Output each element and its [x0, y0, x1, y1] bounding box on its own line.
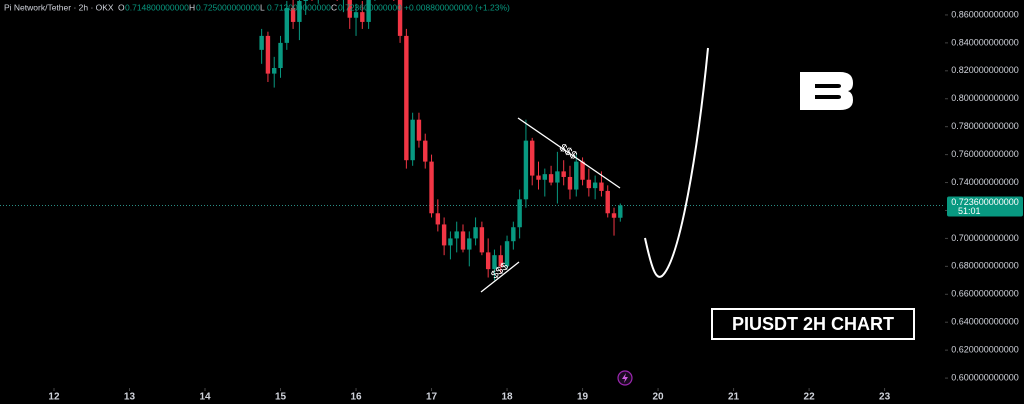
- y-tick-label: 0.800000000000: [951, 93, 1019, 103]
- ohlc-value: 0.712000000000: [267, 2, 331, 12]
- candle-body: [448, 238, 453, 246]
- x-tick-label: 22: [804, 392, 816, 403]
- candle-body: [592, 182, 598, 189]
- ohlc-value: 0.714800000000: [125, 2, 189, 12]
- y-tick-label: 0.700000000000: [951, 233, 1019, 243]
- change: +0.008800000000 (+1.23%): [404, 2, 510, 12]
- candle-body: [548, 174, 554, 183]
- ohlc-label: O: [118, 2, 125, 12]
- y-tick-label: 0.740000000000: [951, 177, 1019, 187]
- y-tick-label: 0.840000000000: [951, 37, 1019, 47]
- candle-body: [353, 12, 359, 18]
- y-tick-label: 0.600000000000: [951, 372, 1019, 382]
- candle-body: [272, 68, 277, 74]
- candle-body: [347, 0, 352, 18]
- candle-body: [290, 7, 296, 22]
- x-tick-label: 18: [501, 392, 513, 403]
- candle-body: [586, 179, 592, 189]
- candle-body: [574, 161, 579, 190]
- x-tick-label: 19: [577, 392, 589, 403]
- y-tick-label: 0.820000000000: [951, 65, 1019, 75]
- candle-body: [498, 255, 503, 267]
- event-icon-bolt: [622, 373, 628, 383]
- price-tag: [947, 196, 1023, 217]
- ohlc-label: C: [331, 2, 337, 12]
- y-tick-label: 0.620000000000: [951, 345, 1019, 355]
- candle-body: [504, 241, 510, 267]
- candle-body: [410, 119, 415, 161]
- candle-body: [542, 174, 548, 180]
- candle-body: [485, 252, 491, 270]
- projection-curve: [644, 47, 709, 278]
- candle-body: [618, 205, 623, 218]
- candle-body: [479, 227, 485, 253]
- candle-body: [366, 0, 371, 22]
- candle-body: [567, 176, 573, 190]
- x-tick-label: 15: [275, 392, 287, 403]
- ohlc-value: 0.725000000000: [196, 2, 260, 12]
- y-tick-label: 0.760000000000: [951, 149, 1019, 159]
- candle-body: [454, 231, 459, 239]
- candle-body: [460, 231, 466, 250]
- y-tick-label: 0.780000000000: [951, 121, 1019, 131]
- candle-body: [397, 0, 403, 36]
- candle-body: [423, 140, 428, 162]
- candles: [0, 0, 945, 281]
- price-tag-countdown: 51:01: [958, 206, 981, 216]
- y-tick-label: 0.680000000000: [951, 261, 1019, 271]
- x-tick-label: 12: [48, 392, 60, 403]
- x-tick-label: 21: [728, 392, 740, 403]
- candle-body: [555, 171, 560, 183]
- candle-body: [303, 0, 308, 1]
- candle-body: [416, 119, 422, 141]
- symbol: Pi Network/Tether · 2h · OKX: [4, 2, 114, 12]
- candle-body: [605, 190, 610, 214]
- candle-body: [536, 175, 541, 180]
- candle-body: [473, 227, 478, 239]
- candle-body: [517, 199, 522, 228]
- ohlc-value: 0.723600000000: [338, 2, 402, 12]
- price-tag-label: 0.723600000000: [951, 197, 1019, 207]
- candle-body: [284, 7, 290, 43]
- candle-body: [435, 213, 441, 225]
- axes: 0.600000000000 0.620000000000 0.6400000000…: [48, 9, 1023, 403]
- x-tick-label: 16: [350, 392, 362, 403]
- x-tick-label: 14: [199, 392, 211, 403]
- candle-body: [429, 161, 434, 214]
- candle-body: [599, 182, 604, 191]
- candle-body: [523, 140, 529, 200]
- y-tick-label: 0.860000000000: [951, 9, 1019, 19]
- ohlc-label: H: [189, 2, 195, 12]
- logo: [800, 72, 853, 110]
- title-box-text: PIUSDT 2H CHART: [732, 314, 894, 334]
- trend-line: [517, 117, 621, 189]
- candle-body: [360, 12, 365, 22]
- candle-body: [561, 171, 566, 177]
- x-tick-label: 20: [653, 392, 665, 403]
- candle-body: [259, 35, 264, 50]
- candle-body: [404, 35, 409, 161]
- trend-line: [480, 261, 520, 293]
- candle-body: [265, 35, 271, 74]
- x-tick-label: 13: [124, 392, 136, 403]
- y-tick-label: 0.660000000000: [951, 289, 1019, 299]
- ohlc-header: O 0.714800000000 H 0.725000000000 L 0.7120000…: [118, 2, 510, 12]
- candle-body: [492, 255, 497, 270]
- ohlc-label: L: [260, 2, 265, 12]
- candle-body: [611, 213, 617, 218]
- candle-body: [511, 227, 516, 242]
- title-box: [711, 308, 915, 340]
- x-tick-label: 17: [426, 392, 438, 403]
- candle-body: [580, 161, 585, 180]
- candle-body: [530, 140, 535, 176]
- candle-body: [467, 238, 472, 250]
- y-tick-label: 0.640000000000: [951, 317, 1019, 327]
- candle-body: [278, 42, 283, 69]
- candle-body: [441, 224, 447, 246]
- x-tick-label: 23: [879, 392, 891, 403]
- candle-body: [297, 0, 302, 22]
